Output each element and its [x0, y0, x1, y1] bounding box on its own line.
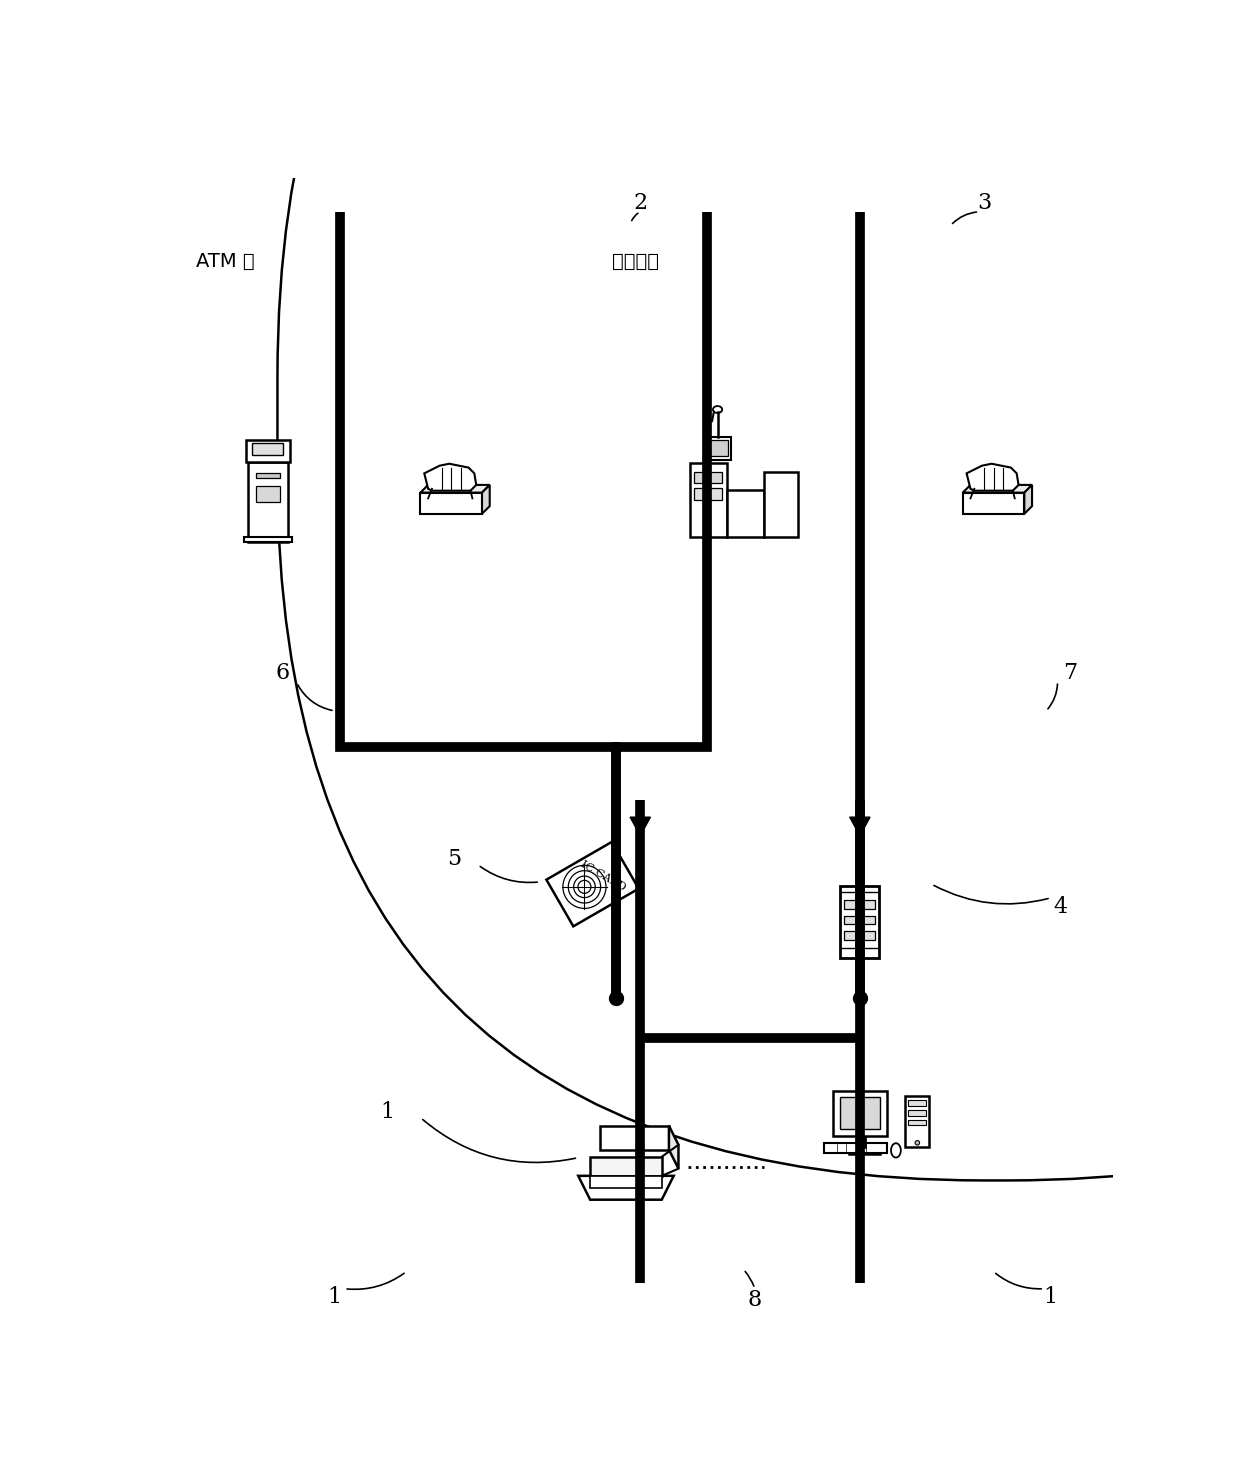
Polygon shape [849, 817, 870, 836]
Text: 銀行窗口: 銀行窗口 [611, 252, 658, 271]
Polygon shape [630, 817, 651, 836]
Bar [167, 212, 569, 645]
Bar [841, 887, 879, 958]
Polygon shape [962, 485, 1032, 493]
Bar [905, 1095, 930, 1147]
Bar [839, 1097, 880, 1129]
Text: 1: 1 [1044, 1286, 1058, 1308]
Bar [689, 463, 727, 537]
Polygon shape [1024, 485, 1032, 514]
Bar [727, 490, 764, 537]
Text: ATM 区: ATM 区 [196, 252, 255, 271]
Polygon shape [668, 1126, 678, 1169]
Bar [833, 1091, 887, 1137]
Text: 5: 5 [448, 848, 461, 870]
Text: 4: 4 [1053, 895, 1068, 918]
Bar [248, 462, 288, 542]
Circle shape [915, 1141, 920, 1146]
Bar [844, 931, 875, 940]
Circle shape [856, 950, 864, 958]
Text: 6: 6 [275, 663, 289, 684]
FancyBboxPatch shape [278, 0, 1240, 1181]
Bar [704, 437, 732, 460]
Polygon shape [590, 1175, 662, 1188]
Polygon shape [547, 842, 639, 926]
Polygon shape [424, 463, 476, 491]
Polygon shape [578, 1175, 673, 1200]
Text: 2: 2 [634, 192, 647, 213]
Bar [849, 1147, 880, 1153]
Bar [825, 1143, 887, 1153]
Bar [246, 440, 290, 462]
Ellipse shape [892, 1143, 900, 1157]
Bar [255, 487, 280, 502]
Bar [908, 1110, 926, 1116]
FancyBboxPatch shape [0, 0, 903, 1104]
Polygon shape [600, 1126, 668, 1150]
Bar [764, 472, 799, 537]
Bar [253, 443, 284, 456]
Bar [425, 799, 1037, 998]
Bar [694, 472, 722, 484]
Polygon shape [482, 485, 490, 514]
Polygon shape [590, 1157, 662, 1175]
Bar [244, 537, 291, 542]
Text: IC CARD: IC CARD [579, 860, 627, 892]
Bar [598, 212, 1094, 645]
Polygon shape [962, 493, 1024, 514]
FancyBboxPatch shape [0, 0, 1171, 1181]
Text: 1: 1 [381, 1101, 394, 1123]
Text: 8: 8 [748, 1289, 761, 1311]
Polygon shape [420, 485, 490, 493]
Bar [474, 1083, 1037, 1283]
Polygon shape [967, 463, 1018, 491]
Bar [844, 900, 875, 909]
Ellipse shape [713, 406, 722, 413]
Text: 1: 1 [327, 1286, 342, 1308]
Bar [694, 488, 722, 500]
Polygon shape [420, 493, 482, 514]
Text: 7: 7 [1063, 663, 1078, 684]
Text: 3: 3 [977, 192, 991, 213]
Bar [255, 474, 280, 478]
Bar [908, 1120, 926, 1125]
Bar [908, 1100, 926, 1106]
Bar [707, 441, 728, 456]
Bar [844, 916, 875, 925]
